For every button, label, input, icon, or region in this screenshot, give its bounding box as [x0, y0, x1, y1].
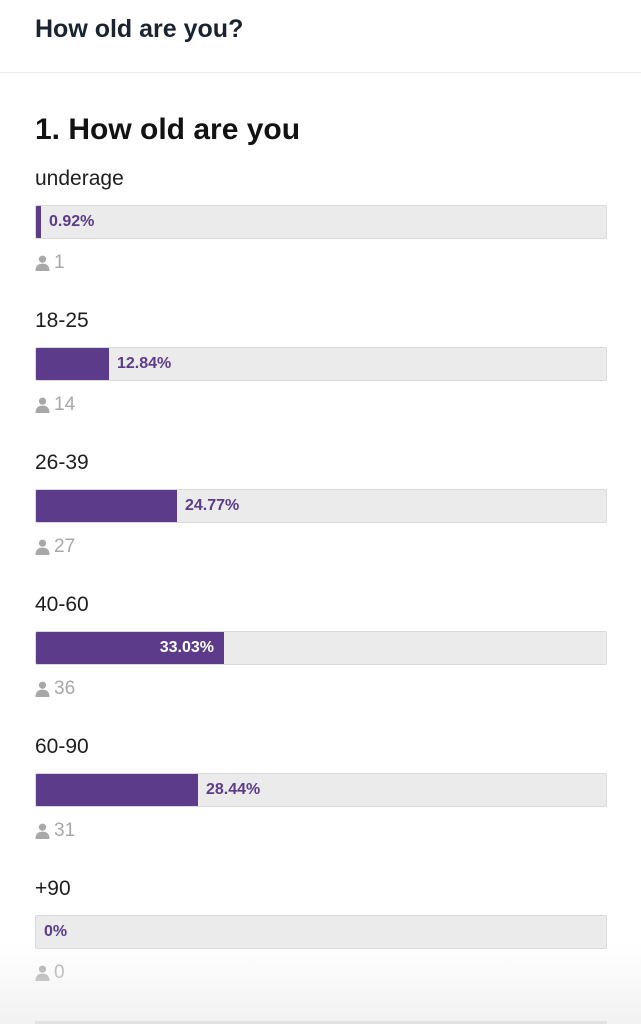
vote-count-value: 14 — [54, 394, 76, 415]
percent-label: 0% — [44, 923, 68, 940]
result-bar: 0% — [35, 915, 607, 949]
question-title: 1. How old are you — [35, 113, 301, 146]
percent-label: 24.77% — [185, 497, 240, 514]
person-icon — [35, 823, 50, 839]
person-icon — [35, 539, 50, 555]
option-label: +90 — [35, 877, 71, 900]
percent-label: 28.44% — [206, 781, 261, 798]
page-header: How old are you? — [0, 0, 641, 73]
poll-option[interactable]: 60-90 28.44% 31 — [35, 734, 607, 876]
poll-option[interactable]: underage 0.92% 1 — [35, 166, 607, 308]
vote-count: 1 — [35, 252, 65, 274]
vote-count-value: 27 — [54, 536, 76, 557]
option-label: 18-25 — [35, 309, 89, 332]
person-icon — [35, 965, 50, 981]
page-title: How old are you? — [35, 14, 244, 43]
vote-count-value: 36 — [54, 678, 76, 699]
option-label: 40-60 — [35, 593, 89, 616]
option-label: underage — [35, 167, 124, 190]
vote-count-value: 31 — [54, 820, 76, 841]
poll-option[interactable]: 26-39 24.77% 27 — [35, 450, 607, 592]
vote-count: 36 — [35, 678, 75, 700]
poll-options: underage 0.92% 1 18-25 12.84% 14 26-39 — [35, 166, 607, 1018]
option-label: 60-90 — [35, 735, 89, 758]
poll-question: 1. How old are you underage 0.92% 1 18-2… — [0, 73, 641, 1018]
person-icon — [35, 397, 50, 413]
percent-label: 12.84% — [117, 355, 172, 372]
result-bar: 24.77% — [35, 489, 607, 523]
result-bar-fill — [36, 206, 41, 238]
result-bar-fill — [36, 490, 177, 522]
result-bar: 0.92% — [35, 205, 607, 239]
percent-label: 33.03% — [159, 639, 214, 656]
vote-count-value: 0 — [54, 962, 65, 983]
result-bar-fill — [36, 348, 109, 380]
vote-count: 27 — [35, 536, 75, 558]
vote-count: 14 — [35, 394, 75, 416]
result-bar: 28.44% — [35, 773, 607, 807]
option-label: 26-39 — [35, 451, 89, 474]
result-bar: 33.03% — [35, 631, 607, 665]
vote-count: 31 — [35, 820, 75, 842]
bottom-divider — [35, 1021, 607, 1024]
result-bar: 12.84% — [35, 347, 607, 381]
vote-count-value: 1 — [54, 252, 65, 273]
poll-option[interactable]: 18-25 12.84% 14 — [35, 308, 607, 450]
result-bar-fill — [36, 774, 198, 806]
poll-option[interactable]: +90 0% 0 — [35, 876, 607, 1018]
percent-label: 0.92% — [49, 213, 95, 230]
result-bar-fill — [36, 632, 224, 664]
poll-option[interactable]: 40-60 33.03% 36 — [35, 592, 607, 734]
person-icon — [35, 255, 50, 271]
person-icon — [35, 681, 50, 697]
vote-count: 0 — [35, 962, 65, 984]
